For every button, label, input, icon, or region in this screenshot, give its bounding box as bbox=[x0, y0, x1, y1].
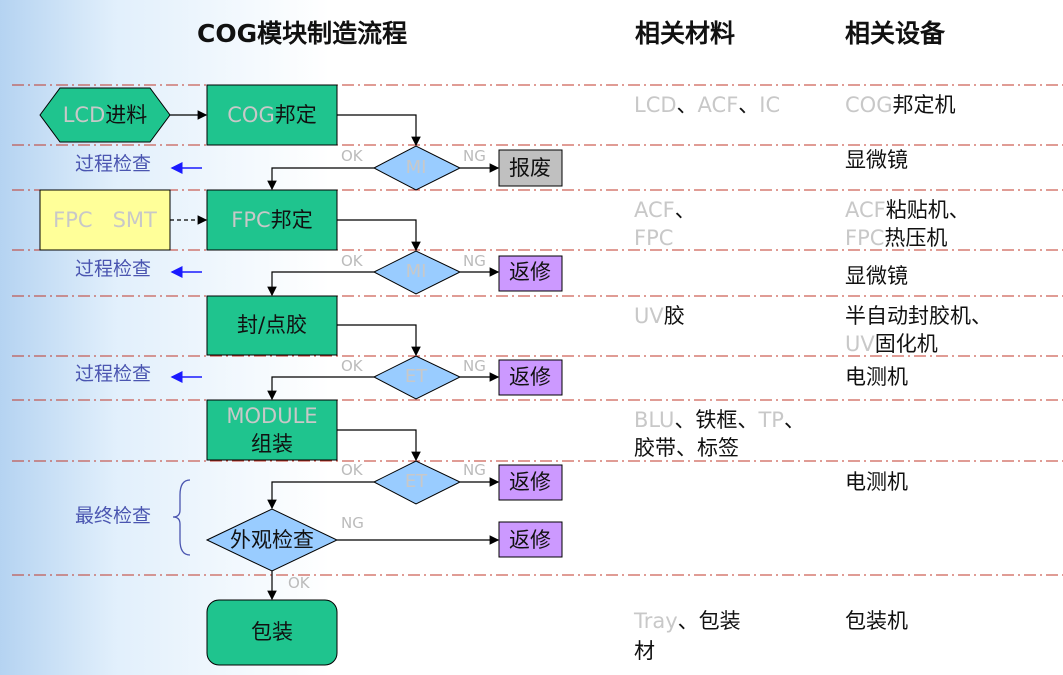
et1-label: ET bbox=[404, 366, 428, 387]
cog-bond-node bbox=[206, 84, 338, 146]
equipment-item: 显微镜 bbox=[845, 264, 908, 288]
material-item: 材 bbox=[634, 639, 655, 663]
equipment-item: 电测机 bbox=[845, 470, 908, 494]
rework3-node bbox=[498, 464, 563, 501]
process-check-label: 过程检查 bbox=[75, 258, 152, 280]
ng-label: NG bbox=[463, 461, 486, 479]
material-item: FPC bbox=[634, 226, 674, 250]
ok-label: OK bbox=[341, 461, 363, 479]
seal-node bbox=[206, 295, 338, 356]
ok-label: OK bbox=[341, 147, 363, 165]
rework4-label: 返修 bbox=[509, 528, 551, 552]
material-item: BLU、铁框、TP、 bbox=[634, 408, 805, 432]
process-check-label: 过程检查 bbox=[75, 153, 152, 175]
material-item: 胶带、标签 bbox=[634, 436, 739, 460]
equipment-item: 显微镜 bbox=[845, 148, 908, 172]
rework2-label: 返修 bbox=[509, 365, 551, 389]
ng-label: NG bbox=[463, 357, 486, 375]
process-check-label: 过程检查 bbox=[75, 363, 152, 385]
equipment-item: FPC热压机 bbox=[845, 226, 948, 250]
row-separators bbox=[12, 84, 1063, 576]
ng-label: NG bbox=[341, 514, 364, 532]
ok-label: OK bbox=[288, 574, 310, 592]
equipment-item: 电测机 bbox=[845, 365, 908, 389]
rework1-label: 返修 bbox=[509, 260, 551, 284]
ok-label: OK bbox=[341, 357, 363, 375]
material-item: UV胶 bbox=[634, 304, 685, 328]
et2-label: ET bbox=[404, 471, 428, 492]
material-item: LCD、ACF、IC bbox=[634, 93, 781, 117]
fpc-smt-label: FPC SMT bbox=[53, 208, 157, 232]
materials-header: 相关材料 bbox=[635, 19, 736, 48]
fpc-bond-label: FPC邦定 bbox=[231, 208, 313, 232]
material-item: Tray、包装 bbox=[634, 609, 741, 633]
page-title: COG模块制造流程 bbox=[197, 19, 408, 48]
equipment-item: COG邦定机 bbox=[845, 93, 956, 117]
module-node bbox=[206, 399, 338, 461]
equipment-item: ACF粘贴机、 bbox=[845, 198, 970, 222]
equipment-item: UV固化机 bbox=[845, 332, 938, 356]
scrap-label: 报废 bbox=[509, 156, 551, 180]
final-check-brace bbox=[172, 479, 191, 556]
rework4-node bbox=[498, 521, 563, 558]
fpc-bond-node bbox=[206, 189, 338, 251]
connectors bbox=[170, 110, 500, 601]
final-check-label: 最终检查 bbox=[75, 505, 152, 527]
equipment-item: 包装机 bbox=[845, 609, 908, 633]
ng-label: NG bbox=[463, 252, 486, 270]
pack-label: 包装 bbox=[251, 620, 293, 644]
module-label: MODULE组装 bbox=[226, 404, 318, 456]
ok-label: OK bbox=[341, 252, 363, 270]
mi1-label: MI bbox=[405, 157, 427, 178]
ng-label: NG bbox=[463, 147, 486, 165]
rework3-label: 返修 bbox=[509, 470, 551, 494]
lcd-in-label: LCD进料 bbox=[62, 103, 148, 127]
mi2-label: MI bbox=[405, 261, 427, 282]
equipment-item: 半自动封胶机、 bbox=[845, 304, 992, 328]
seal-label: 封/点胶 bbox=[236, 313, 308, 337]
visual-label: 外观检查 bbox=[230, 528, 314, 552]
equipment-header: 相关设备 bbox=[845, 19, 946, 48]
cog-bond-label: COG邦定 bbox=[227, 103, 317, 127]
check-arrows bbox=[170, 162, 202, 383]
material-item: ACF、 bbox=[634, 198, 696, 222]
